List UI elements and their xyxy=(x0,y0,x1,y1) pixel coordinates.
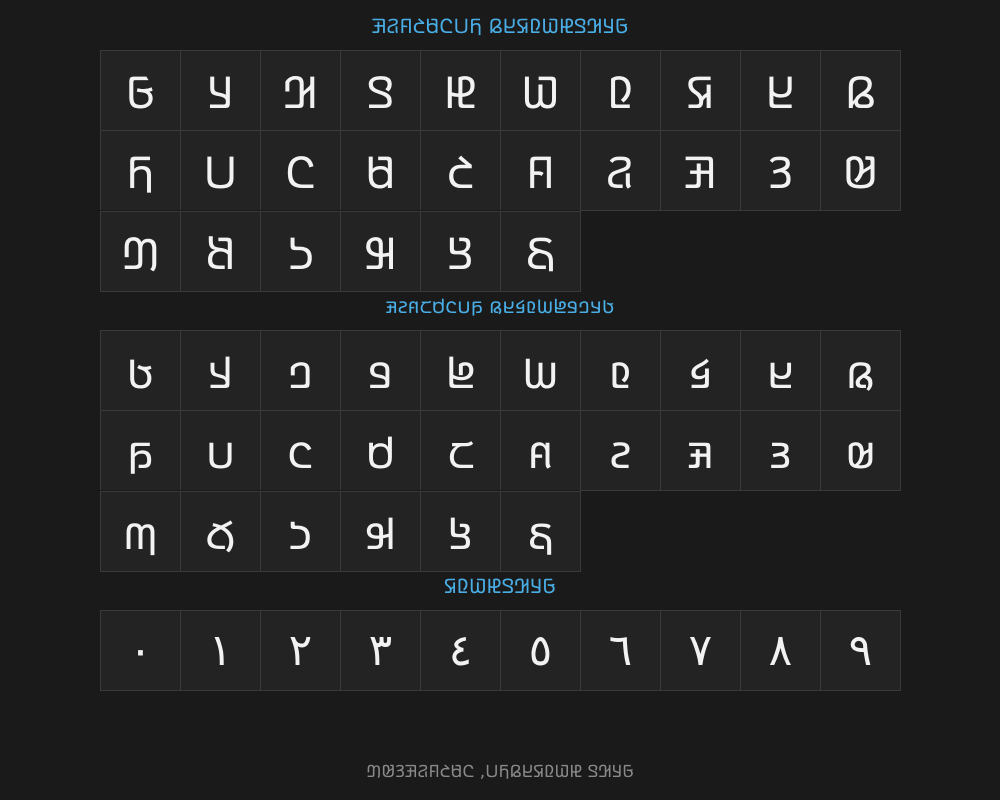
glyph-cell: 𞤴 xyxy=(740,410,820,491)
glyph-cell: 𞤐 xyxy=(580,130,660,211)
glyph-cell: 𞤲 xyxy=(580,410,660,491)
glyph-cell: 𞤧 xyxy=(500,330,580,410)
glyph-cell: 𞤀 xyxy=(100,50,180,130)
glyph-cell: 𞤮 xyxy=(260,410,340,490)
glyph-cell: 𞤥 xyxy=(340,330,420,410)
glyph-cell: 𞤍 xyxy=(340,130,420,210)
glyph-cell: 𞤪 xyxy=(740,330,820,410)
glyph-cell: 𞤒 xyxy=(740,130,820,211)
glyph-cell: 𞤖 xyxy=(260,211,340,292)
glyph-cell: 𞤄 xyxy=(420,50,500,130)
glyph-cell: 𞤊 xyxy=(100,130,180,210)
glyph-cell: ٣ xyxy=(340,610,420,691)
glyph-cell: 𞤷 xyxy=(180,491,260,572)
glyph-cell: 𞤏 xyxy=(500,130,580,210)
glyph-cell: 𞤉 xyxy=(820,50,901,130)
heading-lowercase: 𞤢𞤣𞤤𞤥𞤦𞤧𞤨𞤩𞤪𞤫 𞤬𞤭𞤮𞤯𞤰𞤱𞤲𞤳 xyxy=(385,294,615,318)
glyph-cell: 𞤔 xyxy=(100,211,180,292)
glyph-cell: ٥ xyxy=(500,610,580,691)
glyph-cell: 𞤣 xyxy=(180,330,260,410)
glyph-cell: 𞤤 xyxy=(260,330,340,410)
glyph-cell: 𞤌 xyxy=(260,130,340,210)
glyph-cell: ٦ xyxy=(580,610,660,691)
glyph-cell: 𞤎 xyxy=(420,130,500,210)
glyph-cell: 𞤫 xyxy=(820,330,901,410)
glyph-cell: 𞤶 xyxy=(100,491,180,572)
glyph-cell: 𞤰 xyxy=(420,410,500,490)
glyph-cell: 𞤕 xyxy=(180,211,260,292)
glyph-cell: 𞤺 xyxy=(420,491,500,572)
glyph-cell: 𞤯 xyxy=(340,410,420,490)
glyph-cell: 𞤱 xyxy=(500,410,580,490)
glyph-cell: 𞤘 xyxy=(420,211,500,292)
glyph-cell: 𞤅 xyxy=(500,50,580,130)
footer-text: 𞤀𞤁𞤂𞤃 𞤄𞤅𞤆𞤇𞤈𞤉𞤊𞤋, 𞤌𞤍𞤎𞤏𞤐𞤑𞤒𞤓𞤔 xyxy=(366,762,634,782)
glyph-cell: 𞤃 xyxy=(340,50,420,130)
glyph-cell: 𞤆 xyxy=(580,50,660,130)
glyph-cell: 𞤂 xyxy=(260,50,340,130)
glyph-cell: 𞤳 xyxy=(660,410,740,491)
glyph-cell: ٤ xyxy=(420,610,500,691)
glyph-cell: 𞤇 xyxy=(660,50,740,130)
glyph-cell: 𞤑 xyxy=(660,130,740,211)
glyph-cell: 𞤋 xyxy=(180,130,260,210)
glyph-cell: 𞤈 xyxy=(740,50,820,130)
glyph-cell: ٢ xyxy=(260,610,340,691)
glyph-cell: 𞤢 xyxy=(100,330,180,410)
glyph-cell: ٨ xyxy=(740,610,820,691)
glyph-cell: 𞤹 xyxy=(340,491,420,572)
glyph-cell: ٩ xyxy=(820,610,901,691)
glyph-cell: 𞤗 xyxy=(340,211,420,292)
glyph-cell: ٠ xyxy=(100,610,180,691)
glyph-cell: 𞤸 xyxy=(260,491,340,572)
glyph-cell: 𞤵 xyxy=(820,410,901,491)
glyph-cell: 𞤦 xyxy=(420,330,500,410)
glyph-cell: 𞤓 xyxy=(820,130,901,211)
glyph-cell: 𞤬 xyxy=(100,410,180,490)
heading-uppercase: 𞤀𞤁𞤂𞤃𞤄𞤅𞤆𞤇𞤈𞤉 𞤊𞤋𞤌𞤍𞤎𞤏𞤐𞤑 xyxy=(371,14,629,38)
glyph-cell: ١ xyxy=(180,610,260,691)
glyph-cell: 𞤭 xyxy=(180,410,260,490)
glyph-cell: 𞤨 xyxy=(580,330,660,410)
glyph-cell: ٧ xyxy=(660,610,740,691)
heading-digits: 𞤀𞤁𞤂𞤃𞤄𞤅𞤆𞤇 xyxy=(443,574,557,598)
glyph-cell: 𞤻 xyxy=(500,491,581,572)
glyph-cell: 𞤙 xyxy=(500,211,581,292)
glyph-cell: 𞤁 xyxy=(180,50,260,130)
glyph-cell: 𞤩 xyxy=(660,330,740,410)
